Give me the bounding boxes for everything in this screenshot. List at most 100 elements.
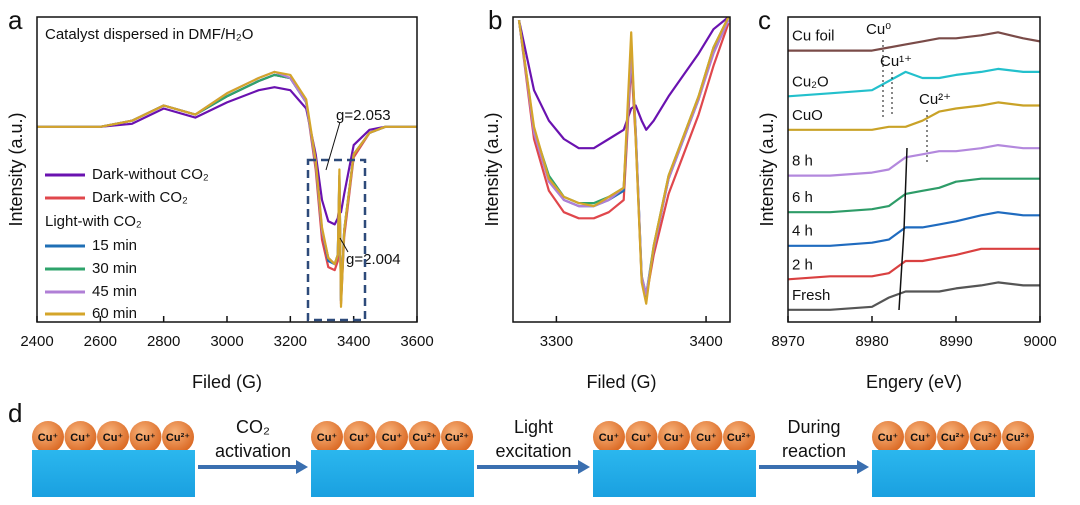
cu-particle xyxy=(723,421,755,453)
series-label: 6 h xyxy=(792,189,813,206)
x-axis-label: Engery (eV) xyxy=(866,372,962,392)
annotation: g=2.004 xyxy=(346,251,401,268)
arrow xyxy=(339,237,349,253)
cu-particle xyxy=(129,421,162,453)
series-line xyxy=(788,101,1040,131)
cu-label: Cu⁺ xyxy=(664,432,685,444)
x-tick-label: 8980 xyxy=(855,333,888,350)
arrow-label: During xyxy=(787,417,840,437)
cu-label: Cu²⁺ xyxy=(941,432,965,444)
legend-label: 30 min xyxy=(92,260,137,277)
arrow-head xyxy=(578,460,590,474)
cu-particle xyxy=(690,421,723,453)
arrow-head xyxy=(857,460,869,474)
x-tick-label: 2800 xyxy=(147,333,180,350)
substrate xyxy=(311,450,474,497)
cu-particle xyxy=(64,421,97,453)
cu-label: Cu⁺ xyxy=(135,432,156,444)
x-tick-label: 3200 xyxy=(274,333,307,350)
cu-particle xyxy=(904,421,937,453)
cu-particle xyxy=(311,421,343,453)
edge-shift xyxy=(898,147,908,311)
x-tick-label: 2400 xyxy=(20,333,53,350)
cu-label: Cu⁺ xyxy=(631,432,652,444)
arrow-label: activation xyxy=(215,441,291,461)
annotation: Catalyst dispersed in DMF/H₂O xyxy=(45,26,253,43)
cu-label: Cu²⁺ xyxy=(166,432,190,444)
plot-lines xyxy=(517,17,730,305)
series-label: Cu₂O xyxy=(792,73,829,90)
x-tick-label: 2600 xyxy=(84,333,117,350)
cu-label: Cu²⁺ xyxy=(973,432,997,444)
panel-label: b xyxy=(488,5,502,35)
cu-label: Cu²⁺ xyxy=(445,432,469,444)
x-tick-label: 9000 xyxy=(1023,333,1056,350)
series-line xyxy=(788,177,1040,214)
series-line xyxy=(517,17,730,299)
legend-label: 45 min xyxy=(92,283,137,300)
x-tick-label: 8970 xyxy=(771,333,804,350)
cu-label: Cu²⁺ xyxy=(412,432,436,444)
cu-label: Cu⁺ xyxy=(317,432,338,444)
cu-label: Cu²⁺ xyxy=(727,432,751,444)
series-label: 4 h xyxy=(792,223,813,240)
y-axis-label: Intensity (a.u.) xyxy=(482,112,502,226)
x-tick-label: 3400 xyxy=(689,333,722,350)
series-line xyxy=(517,19,730,299)
panel-label: c xyxy=(758,5,771,35)
series-label: Fresh xyxy=(792,287,830,304)
substrate xyxy=(872,450,1035,497)
cu-label: Cu²⁺ xyxy=(1006,432,1030,444)
series-line xyxy=(788,31,1040,52)
cu-particle xyxy=(343,421,376,453)
x-axis-label: Filed (G) xyxy=(586,372,656,392)
cu-particle xyxy=(872,421,904,453)
annotation: g=2.053 xyxy=(336,107,391,124)
arrow-label: excitation xyxy=(495,441,571,461)
cu-label: Cu⁺ xyxy=(878,432,899,444)
cu-label: Cu⁺ xyxy=(382,432,403,444)
cu-particle xyxy=(441,421,473,453)
legend-label: 60 min xyxy=(92,305,137,322)
zoom-box xyxy=(306,158,367,322)
cu-particle xyxy=(625,421,658,453)
x-tick-label: 3600 xyxy=(400,333,433,350)
x-tick-label: 3300 xyxy=(540,333,573,350)
cu-particle xyxy=(969,421,1002,453)
plot-frame xyxy=(36,16,418,323)
arrow xyxy=(325,121,341,171)
cu-label: Cu⁺ xyxy=(599,432,620,444)
plot-frame xyxy=(787,16,1041,323)
series-label: CuO xyxy=(792,107,823,124)
cu-particle xyxy=(162,421,194,453)
x-axis-label: Filed (G) xyxy=(192,372,262,392)
series-line xyxy=(788,67,1040,98)
series-line xyxy=(517,19,730,296)
cu-particle xyxy=(32,421,64,453)
series-line xyxy=(788,211,1040,247)
annotation: Cu¹⁺ xyxy=(880,53,912,70)
series-line xyxy=(788,144,1040,177)
arrow-label: Light xyxy=(514,417,553,437)
arrow-label: reaction xyxy=(782,441,846,461)
cu-particle xyxy=(658,421,690,453)
series-label: 2 h xyxy=(792,256,813,273)
cu-label: Cu⁺ xyxy=(103,432,124,444)
annotation: Cu²⁺ xyxy=(919,91,951,108)
x-tick-label: 3400 xyxy=(337,333,370,350)
legend-label: 15 min xyxy=(92,237,137,254)
legend-label: Dark-with CO₂ xyxy=(92,189,188,206)
series-line xyxy=(517,17,730,150)
cu-label: Cu⁺ xyxy=(70,432,91,444)
cu-label: Cu⁺ xyxy=(38,432,59,444)
x-tick-label: 8990 xyxy=(939,333,972,350)
arrow-head xyxy=(296,460,308,474)
y-axis-label: Intensity (a.u.) xyxy=(757,112,777,226)
cu-particle xyxy=(1002,421,1034,453)
series-label: 8 h xyxy=(792,153,813,170)
cu-particle xyxy=(593,421,625,453)
series-line xyxy=(788,247,1040,281)
cu-particle xyxy=(376,421,408,453)
series-line xyxy=(517,17,730,305)
